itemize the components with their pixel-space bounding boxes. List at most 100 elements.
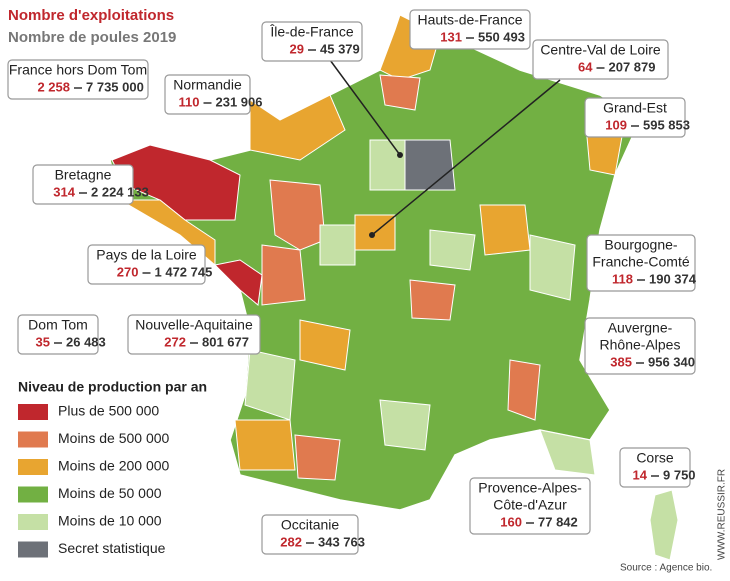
label-box	[261, 514, 359, 555]
zone-orange	[299, 319, 351, 371]
region-name: Île-de-France	[269, 24, 353, 40]
label-box	[469, 477, 591, 535]
poules: 190 374	[649, 271, 697, 286]
region-name: Corse	[636, 450, 674, 466]
exploitations: 2 258	[37, 79, 70, 94]
label-box	[164, 74, 251, 115]
label-box	[7, 59, 149, 100]
label-box	[87, 244, 206, 285]
exploitations: 314	[53, 184, 75, 199]
poules: 595 853	[643, 117, 690, 132]
exploitations: 109	[605, 117, 627, 132]
zone-red	[213, 259, 263, 306]
poules: 343 763	[318, 534, 365, 549]
region-name: Dom Tom	[28, 317, 88, 333]
zone-orange-dark	[294, 434, 341, 481]
leader-dot	[397, 152, 403, 158]
title: Nombre d'exploitations	[8, 7, 174, 24]
source: Source : Agence bio.	[620, 563, 712, 574]
poules: 26 483	[66, 334, 106, 349]
exploitations: 29	[290, 41, 304, 56]
exploitations: 14	[633, 467, 648, 482]
region-name: Nouvelle-Aquitaine	[135, 317, 253, 333]
label-box	[586, 234, 696, 292]
zone-orange	[479, 204, 531, 256]
legend-label: Moins de 50 000	[58, 485, 162, 501]
legend-label: Moins de 200 000	[58, 458, 170, 474]
legend-swatch	[18, 514, 48, 530]
zone-orange	[249, 94, 346, 161]
region-name: Provence-Alpes-	[478, 480, 582, 496]
label-box	[17, 314, 99, 355]
region-name: Centre-Val de Loire	[540, 42, 661, 58]
legend-title: Niveau de production par an	[18, 379, 207, 395]
region-name: Bourgogne-	[604, 237, 678, 253]
legend-label: Moins de 500 000	[58, 430, 170, 446]
zone-orange-dark	[261, 244, 306, 306]
zone-light	[429, 229, 476, 271]
zone-grey	[404, 139, 456, 191]
poules: 1 472 745	[155, 264, 213, 279]
label-box	[584, 317, 696, 375]
label-box	[261, 21, 363, 62]
poules: 550 493	[478, 29, 525, 44]
legend-swatch	[18, 486, 48, 503]
credit: WWW.REUSSIR.FR	[717, 469, 728, 560]
exploitations: 270	[117, 264, 139, 279]
region-name: Rhône-Alpes	[600, 337, 681, 353]
zone-orange	[234, 419, 296, 471]
poules: 956 340	[648, 354, 695, 369]
region-name: France hors Dom Tom	[9, 62, 147, 78]
legend-label: Moins de 10 000	[58, 513, 162, 529]
label-box	[32, 164, 134, 205]
leader-line	[329, 59, 401, 156]
zone-light	[539, 429, 596, 476]
region-name: Côte-d'Azur	[493, 497, 567, 513]
label-box	[127, 314, 261, 355]
legend-swatch	[18, 459, 48, 475]
poules: 77 842	[538, 514, 578, 529]
exploitations: 385	[610, 354, 632, 369]
legend-swatch	[18, 431, 48, 448]
region-name: Pays de la Loire	[96, 247, 197, 263]
exploitations: 35	[36, 334, 50, 349]
exploitations: 64	[578, 59, 593, 74]
poules: 45 379	[320, 41, 360, 56]
poules: 801 677	[202, 334, 249, 349]
zone-orange	[118, 199, 216, 267]
poules: 207 879	[609, 59, 656, 74]
exploitations: 110	[179, 94, 200, 109]
legend-swatch	[18, 404, 48, 420]
zone-light	[379, 399, 431, 451]
exploitations: 282	[280, 534, 302, 549]
zone-light	[369, 139, 406, 191]
region-name: Franche-Comté	[592, 254, 689, 270]
exploitations: 160	[500, 514, 522, 529]
poules: 9 750	[663, 467, 696, 482]
corse	[649, 489, 679, 561]
subtitle: Nombre de poules 2019	[8, 29, 176, 46]
zone-orange-dark	[409, 279, 456, 321]
zone-orange-dark	[269, 179, 326, 251]
label-box	[409, 9, 531, 50]
zone-light	[529, 234, 576, 301]
label-box	[584, 97, 686, 138]
leader-dot	[369, 232, 375, 238]
label-box	[619, 447, 691, 488]
poules: 2 224 133	[91, 184, 149, 199]
zone-orange-dark	[379, 74, 421, 111]
label-box	[532, 39, 669, 80]
